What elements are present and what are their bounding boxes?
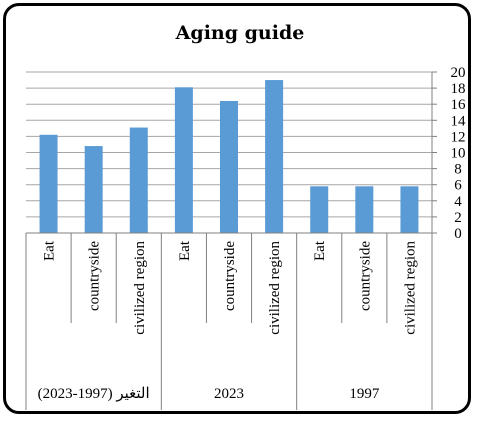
- category-label: countryside: [87, 241, 103, 311]
- category-label: Eat: [177, 240, 193, 261]
- bar: [174, 87, 193, 233]
- bar: [39, 134, 58, 233]
- y-tick-label: 12: [451, 129, 466, 145]
- bar: [129, 127, 148, 233]
- group-label: التغير (1997-2023): [38, 386, 150, 402]
- y-tick-label: 20: [451, 65, 466, 81]
- category-label: civilized region: [132, 241, 148, 335]
- category-label: Eat: [42, 240, 58, 261]
- category-label: countryside: [222, 241, 238, 311]
- axes: [25, 71, 437, 410]
- chart-title: Aging guide: [175, 22, 305, 44]
- category-label: Eat: [312, 240, 328, 261]
- bar: [220, 100, 238, 233]
- category-label: civilized region: [402, 241, 418, 335]
- y-tick-label: 6: [454, 178, 462, 194]
- y-tick-label: 14: [451, 113, 467, 129]
- group-label: 1997: [349, 386, 380, 402]
- y-tick-label: 0: [454, 226, 462, 242]
- category-labels: Eat countryside civilized region التغير (19…: [38, 240, 419, 402]
- y-tick-label: 18: [451, 81, 466, 97]
- bar: [84, 146, 103, 233]
- bar: [400, 186, 419, 233]
- bar: [265, 80, 284, 233]
- y-tick-label: 16: [451, 97, 467, 113]
- category-label: civilized region: [267, 241, 283, 335]
- y-tick-label: 4: [454, 194, 462, 210]
- group-label: 2023: [214, 386, 244, 402]
- bar: [355, 186, 374, 233]
- bars: [39, 80, 419, 233]
- y-tick-label: 8: [454, 162, 462, 178]
- bar: [310, 186, 329, 233]
- y-tick-label: 2: [454, 210, 462, 226]
- category-label: countryside: [357, 241, 373, 311]
- y-tick-label: 10: [451, 146, 466, 162]
